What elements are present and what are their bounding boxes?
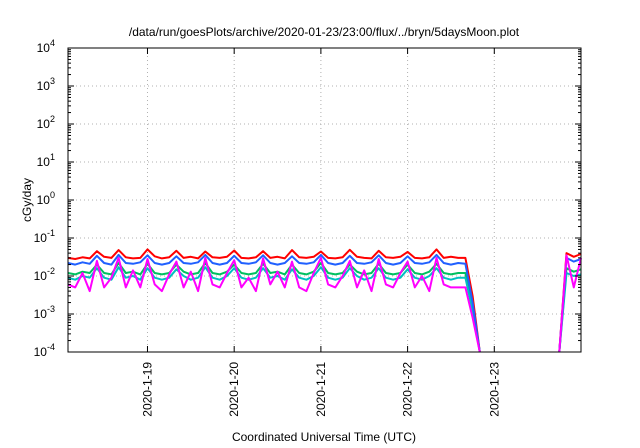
y-axis-label: cGy/day <box>20 178 34 222</box>
chart-title: /data/run/goesPlots/archive/2020-01-23/2… <box>129 25 520 39</box>
x-axis: 2020-1-19 2020-1-20 2020-1-21 2020-1-22 2020… <box>140 48 501 417</box>
x-axis-label: Coordinated Universal Time (UTC) <box>232 430 416 444</box>
x-tick-label: 2020-1-22 <box>401 362 415 417</box>
x-tick-label: 2020-1-20 <box>227 362 241 417</box>
x-tick-label: 2020-1-23 <box>487 362 501 417</box>
grid-lines <box>68 48 581 352</box>
series-layer <box>67 248 582 353</box>
series-line <box>67 254 582 353</box>
x-tick-label: 2020-1-21 <box>314 362 328 417</box>
x-tick-label: 2020-1-19 <box>140 362 154 417</box>
